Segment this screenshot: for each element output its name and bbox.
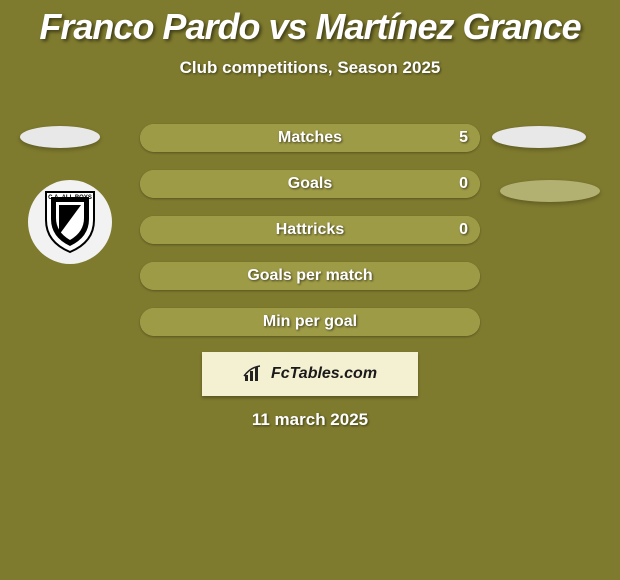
brand-badge: FcTables.com xyxy=(202,352,418,396)
stat-bar-label: Min per goal xyxy=(140,308,480,336)
brand-text: FcTables.com xyxy=(271,365,377,383)
stat-bar: Goals0 xyxy=(140,170,480,198)
stat-bar-value: 0 xyxy=(459,170,468,198)
shield-icon: C.A. ALL BOYS xyxy=(42,190,98,254)
decor-ellipse-right-low xyxy=(500,180,600,202)
subtitle: Club competitions, Season 2025 xyxy=(0,58,620,78)
stat-bar-value: 5 xyxy=(459,124,468,152)
stat-bar: Matches5 xyxy=(140,124,480,152)
stat-bar-label: Goals per match xyxy=(140,262,480,290)
decor-ellipse-right-top xyxy=(492,126,586,148)
decor-ellipse-left xyxy=(20,126,100,148)
stat-bar-label: Goals xyxy=(140,170,480,198)
date-label: 11 march 2025 xyxy=(0,410,620,430)
stat-bars: Matches5Goals0Hattricks0Goals per matchM… xyxy=(140,124,480,354)
stat-bar-label: Hattricks xyxy=(140,216,480,244)
stat-bar: Hattricks0 xyxy=(140,216,480,244)
stat-bar-value: 0 xyxy=(459,216,468,244)
stat-bar: Min per goal xyxy=(140,308,480,336)
club-badge: C.A. ALL BOYS xyxy=(28,180,112,264)
badge-text: C.A. ALL BOYS xyxy=(48,195,92,201)
page-title: Franco Pardo vs Martínez Grance xyxy=(0,0,620,48)
bar-chart-icon xyxy=(243,365,265,383)
stat-bar-label: Matches xyxy=(140,124,480,152)
stat-bar: Goals per match xyxy=(140,262,480,290)
